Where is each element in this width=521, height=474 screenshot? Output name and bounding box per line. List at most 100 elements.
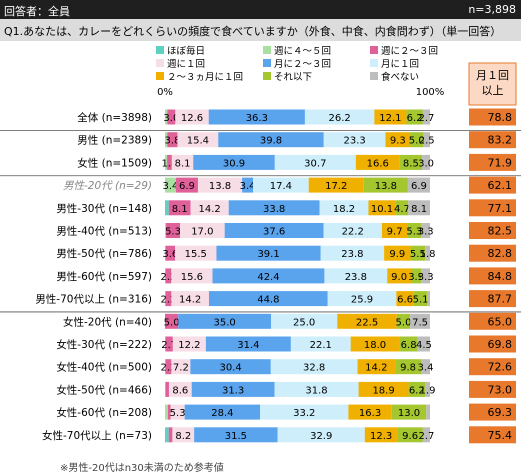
segment-value: 23.8 <box>345 272 367 283</box>
monthly-cell <box>469 290 516 308</box>
legend-swatch <box>263 72 271 80</box>
segment-value: 6.9 <box>179 181 195 192</box>
monthly-cell <box>469 403 516 421</box>
segment-value: 3.3 <box>418 227 434 238</box>
legend-label: 食べない <box>381 71 419 83</box>
bar-segment <box>168 200 191 216</box>
segment-value: 3.9 <box>408 272 424 283</box>
monthly-cell <box>469 267 516 285</box>
segment-value: 8.1 <box>411 204 427 215</box>
legend-swatch <box>156 46 164 54</box>
segment-value: 3.0 <box>418 158 434 169</box>
monthly-header-box <box>468 62 517 106</box>
legend-label: 月に２～３回 <box>274 59 331 70</box>
bar-segment <box>290 336 351 352</box>
sample-size: n=3,898 <box>468 3 516 16</box>
legend-label: 週に１回 <box>167 58 205 70</box>
legend-label: 週に４～５回 <box>274 45 331 57</box>
bar-segment <box>387 268 411 284</box>
segment-value: 5.0 <box>164 317 180 328</box>
segment-value: 30.4 <box>219 363 241 374</box>
segment-value: 13.0 <box>398 408 420 419</box>
legend-label: それ以下 <box>274 72 312 83</box>
monthly-cell <box>469 108 516 126</box>
row-label: 女性-50代 (n=466) <box>56 383 152 396</box>
bar-segment <box>350 336 400 352</box>
bar-segment <box>170 404 185 420</box>
bar-segment <box>168 381 192 397</box>
bar-segment <box>218 132 324 148</box>
segment-value: 22.2 <box>342 227 364 238</box>
monthly-cell <box>469 222 516 239</box>
bar-segment <box>413 291 428 307</box>
segment-value: 28.4 <box>211 408 233 419</box>
segment-value: 23.3 <box>343 136 365 147</box>
segment-value: 36.3 <box>246 113 268 124</box>
bar-segment <box>424 381 430 397</box>
monthly-value: 78.8 <box>488 111 513 124</box>
bar-segment <box>423 132 430 148</box>
monthly-cell <box>469 380 516 398</box>
segment-value: 2.5 <box>419 136 435 147</box>
bar-segment <box>167 109 176 125</box>
bar-segment <box>165 359 172 375</box>
bar-segment <box>407 177 430 193</box>
monthly-cell <box>469 199 516 217</box>
bar-segment <box>228 200 320 216</box>
segment-value: 39.1 <box>257 249 279 260</box>
bar-segment <box>175 245 217 261</box>
segment-value: 18.2 <box>333 204 355 215</box>
bar-segment <box>212 268 325 284</box>
bar-segment <box>427 291 430 307</box>
legend-swatch <box>156 72 164 80</box>
respondent-label: 回答者：全員 <box>4 5 70 18</box>
legend-label: ほぼ毎日 <box>167 45 205 57</box>
bar-segment <box>184 404 261 420</box>
segment-value: 31.3 <box>222 385 244 396</box>
segment-value: 12.3 <box>370 431 392 442</box>
bar-segment <box>395 200 409 216</box>
monthly-value: 82.5 <box>488 225 513 238</box>
segment-value: 15.5 <box>185 249 207 260</box>
bar-segment <box>167 132 178 148</box>
bar-segment <box>357 359 396 375</box>
bar-segment <box>323 132 386 148</box>
row-label: 男性-40代 (n=513) <box>56 225 152 238</box>
segment-value: 1.8 <box>162 158 178 169</box>
segment-value: 33.8 <box>263 204 285 215</box>
segment-value: 31.5 <box>225 431 247 442</box>
segment-value: 5.1 <box>413 295 429 306</box>
segment-value: 3.0 <box>163 113 179 124</box>
segment-value: 2.2 <box>160 295 176 306</box>
axis-label-end: 100% <box>416 87 445 98</box>
bar-segment <box>368 200 396 216</box>
segment-value: 32.8 <box>303 363 325 374</box>
bar-segment <box>408 381 425 397</box>
segment-value: 5.3 <box>165 227 181 238</box>
monthly-value: 73.0 <box>488 383 513 396</box>
bar-segment <box>348 404 392 420</box>
row-label: 男性-70代以上 (n=316) <box>35 293 152 306</box>
row-label: 男性 (n=2389) <box>77 134 152 147</box>
bar-segment <box>205 336 291 352</box>
segment-value: 9.8 <box>400 363 416 374</box>
bar-segment <box>399 336 418 352</box>
segment-value: 12.2 <box>178 340 200 351</box>
bar-segment <box>253 177 309 193</box>
segment-value: 13.8 <box>209 181 231 192</box>
bar-segment <box>274 154 356 170</box>
bar-segment <box>374 109 407 125</box>
bar-segment <box>167 404 171 420</box>
segment-value: 13.8 <box>375 181 397 192</box>
bar-segment <box>165 154 168 170</box>
segment-value: 2.7 <box>418 113 434 124</box>
segment-value: 31.8 <box>305 385 327 396</box>
bar-segment <box>165 427 169 443</box>
monthly-cell <box>469 426 516 444</box>
header-bar: 回答者：全員 n=3,898 <box>0 0 521 19</box>
bar-segment <box>165 336 173 352</box>
monthly-value: 84.8 <box>488 270 513 283</box>
segment-value: 3.4 <box>418 363 434 374</box>
bar-segment <box>320 245 385 261</box>
